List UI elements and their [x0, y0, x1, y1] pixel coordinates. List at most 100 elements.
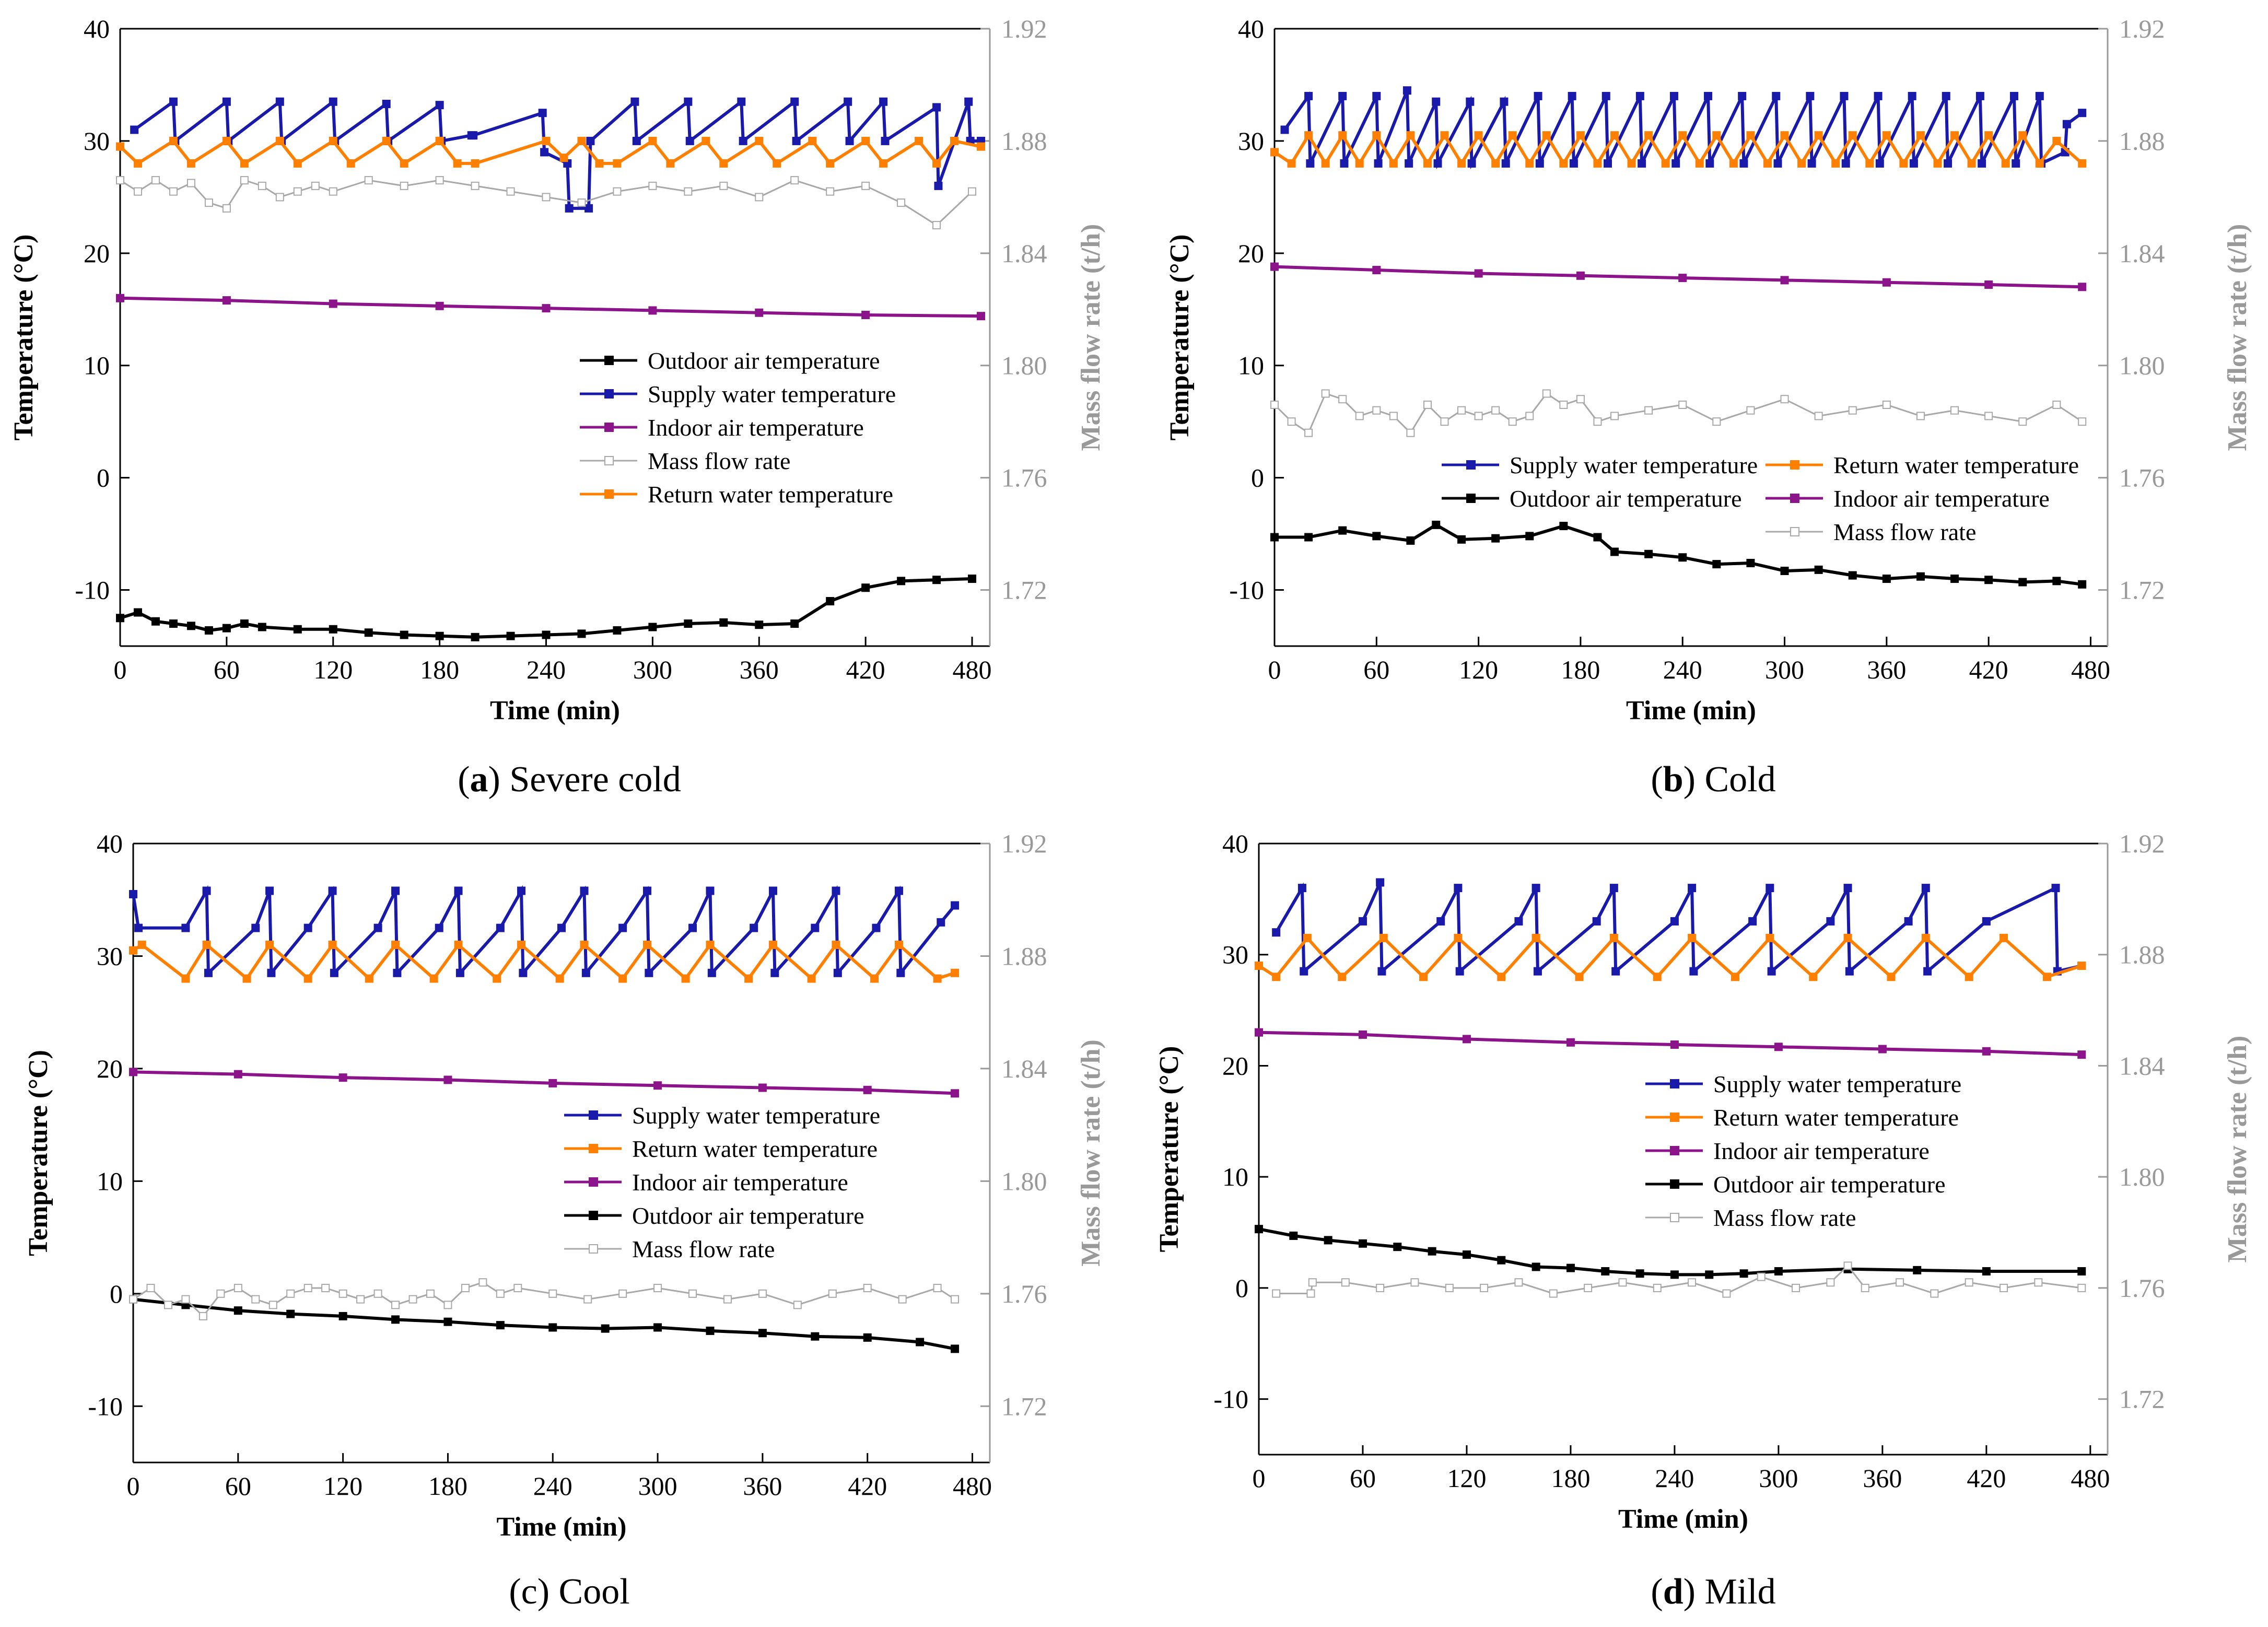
data-point [1255, 1225, 1263, 1234]
data-point [506, 631, 515, 640]
data-point [1457, 535, 1466, 544]
data-point [1419, 973, 1428, 981]
data-point [169, 97, 178, 106]
data-point [435, 631, 444, 640]
data-point [517, 940, 526, 949]
data-point [645, 968, 653, 977]
y-tick-label: 30 [1222, 940, 1248, 969]
data-point [1525, 159, 1534, 168]
data-point [580, 886, 589, 895]
data-point [1882, 278, 1891, 287]
data-point [163, 1301, 172, 1309]
y-axis-label: Temperature (°C) [9, 235, 39, 441]
data-point [391, 886, 400, 895]
data-point [1474, 269, 1483, 278]
data-point [1670, 1270, 1679, 1279]
x-tick-label: 0 [127, 1471, 140, 1501]
data-point [1303, 933, 1312, 942]
data-point [1338, 91, 1347, 100]
data-point [1780, 395, 1789, 404]
data-point [2000, 1283, 2008, 1292]
data-point [1746, 131, 1755, 140]
caption-open-paren: ( [458, 759, 470, 800]
data-point [2000, 933, 2008, 942]
data-point [1304, 91, 1313, 100]
x-tick-label: 120 [1447, 1464, 1486, 1493]
data-point [1916, 572, 1925, 581]
data-point [129, 946, 137, 955]
series-supply-water-temperature [129, 885, 960, 978]
y-tick-label: -10 [88, 1391, 123, 1421]
y2-axis-label: Mass flow rate (t/h) [1076, 1039, 1106, 1267]
data-point [613, 159, 622, 168]
x-tick-label: 480 [953, 655, 992, 684]
data-point [328, 940, 337, 949]
x-tick-label: 420 [1967, 1464, 2006, 1493]
data-point [1739, 159, 1748, 168]
data-point [583, 1295, 592, 1304]
data-point [1338, 526, 1347, 535]
data-point [630, 97, 639, 106]
data-point [1270, 148, 1279, 157]
legend-label: Outdoor air temperature [632, 1202, 864, 1229]
data-point [1965, 1278, 1973, 1287]
data-point [894, 886, 903, 895]
x-tick-label: 120 [313, 655, 353, 684]
data-point [618, 1289, 627, 1298]
caption-text: Severe cold [500, 759, 681, 800]
data-point [1467, 159, 1476, 168]
data-point [493, 974, 501, 983]
legend-label: Return water temperature [1713, 1104, 1959, 1131]
y2-tick-label: 1.92 [1001, 829, 1047, 858]
series-line-indoor-air-temperature [1258, 1031, 2082, 1057]
data-point [538, 109, 547, 118]
data-point [1843, 933, 1852, 942]
legend-item-supply-water-temperature: Supply water temperature [564, 1102, 880, 1129]
data-point [1321, 159, 1330, 168]
y-tick-label: 10 [1222, 1162, 1248, 1191]
data-point [1300, 967, 1308, 976]
x-tick-label: 60 [1350, 1464, 1376, 1493]
data-point [321, 1284, 330, 1293]
data-point [181, 974, 190, 983]
data-point [1532, 884, 1540, 893]
data-point [540, 148, 549, 157]
legend-item-supply-water-temperature: Supply water temperature [580, 381, 896, 407]
data-point [1610, 131, 1619, 140]
data-point [1644, 406, 1653, 415]
data-point [1882, 131, 1891, 140]
data-point [373, 923, 382, 932]
data-point [933, 1284, 942, 1293]
series-mass-flow-rate [1272, 1261, 2086, 1298]
data-point [1440, 417, 1449, 426]
data-point [1806, 91, 1815, 100]
data-point [706, 940, 715, 949]
data-point [169, 619, 178, 628]
data-point [1688, 933, 1697, 942]
data-point [293, 625, 302, 634]
series-outdoor-air-temperature [129, 1295, 960, 1353]
data-point [1780, 131, 1789, 140]
series-outdoor-air-temperature [1255, 1225, 2086, 1279]
x-tick-label: 360 [1867, 655, 1906, 684]
data-point [2012, 159, 2020, 168]
series-line-return-water-temperature [1273, 132, 2084, 167]
legend-label: Outdoor air temperature [648, 347, 880, 374]
data-point [1358, 917, 1367, 926]
data-point [565, 204, 574, 213]
data-point [1843, 1261, 1852, 1270]
data-point [1739, 1269, 1748, 1278]
data-point [1372, 131, 1381, 140]
series-line-indoor-air-temperature [1274, 265, 2083, 289]
data-point [1644, 549, 1653, 558]
data-point [1722, 1289, 1731, 1298]
data-point [1432, 520, 1441, 529]
data-point [793, 1301, 802, 1309]
data-point [951, 1295, 960, 1304]
legend-item-outdoor-air-temperature: Outdoor air temperature [1442, 485, 1741, 512]
data-point [1982, 1047, 1991, 1056]
legend-marker [1670, 1213, 1679, 1222]
data-point [1376, 878, 1385, 887]
x-axis-label: Time (min) [1626, 696, 1756, 725]
data-point [681, 974, 690, 983]
